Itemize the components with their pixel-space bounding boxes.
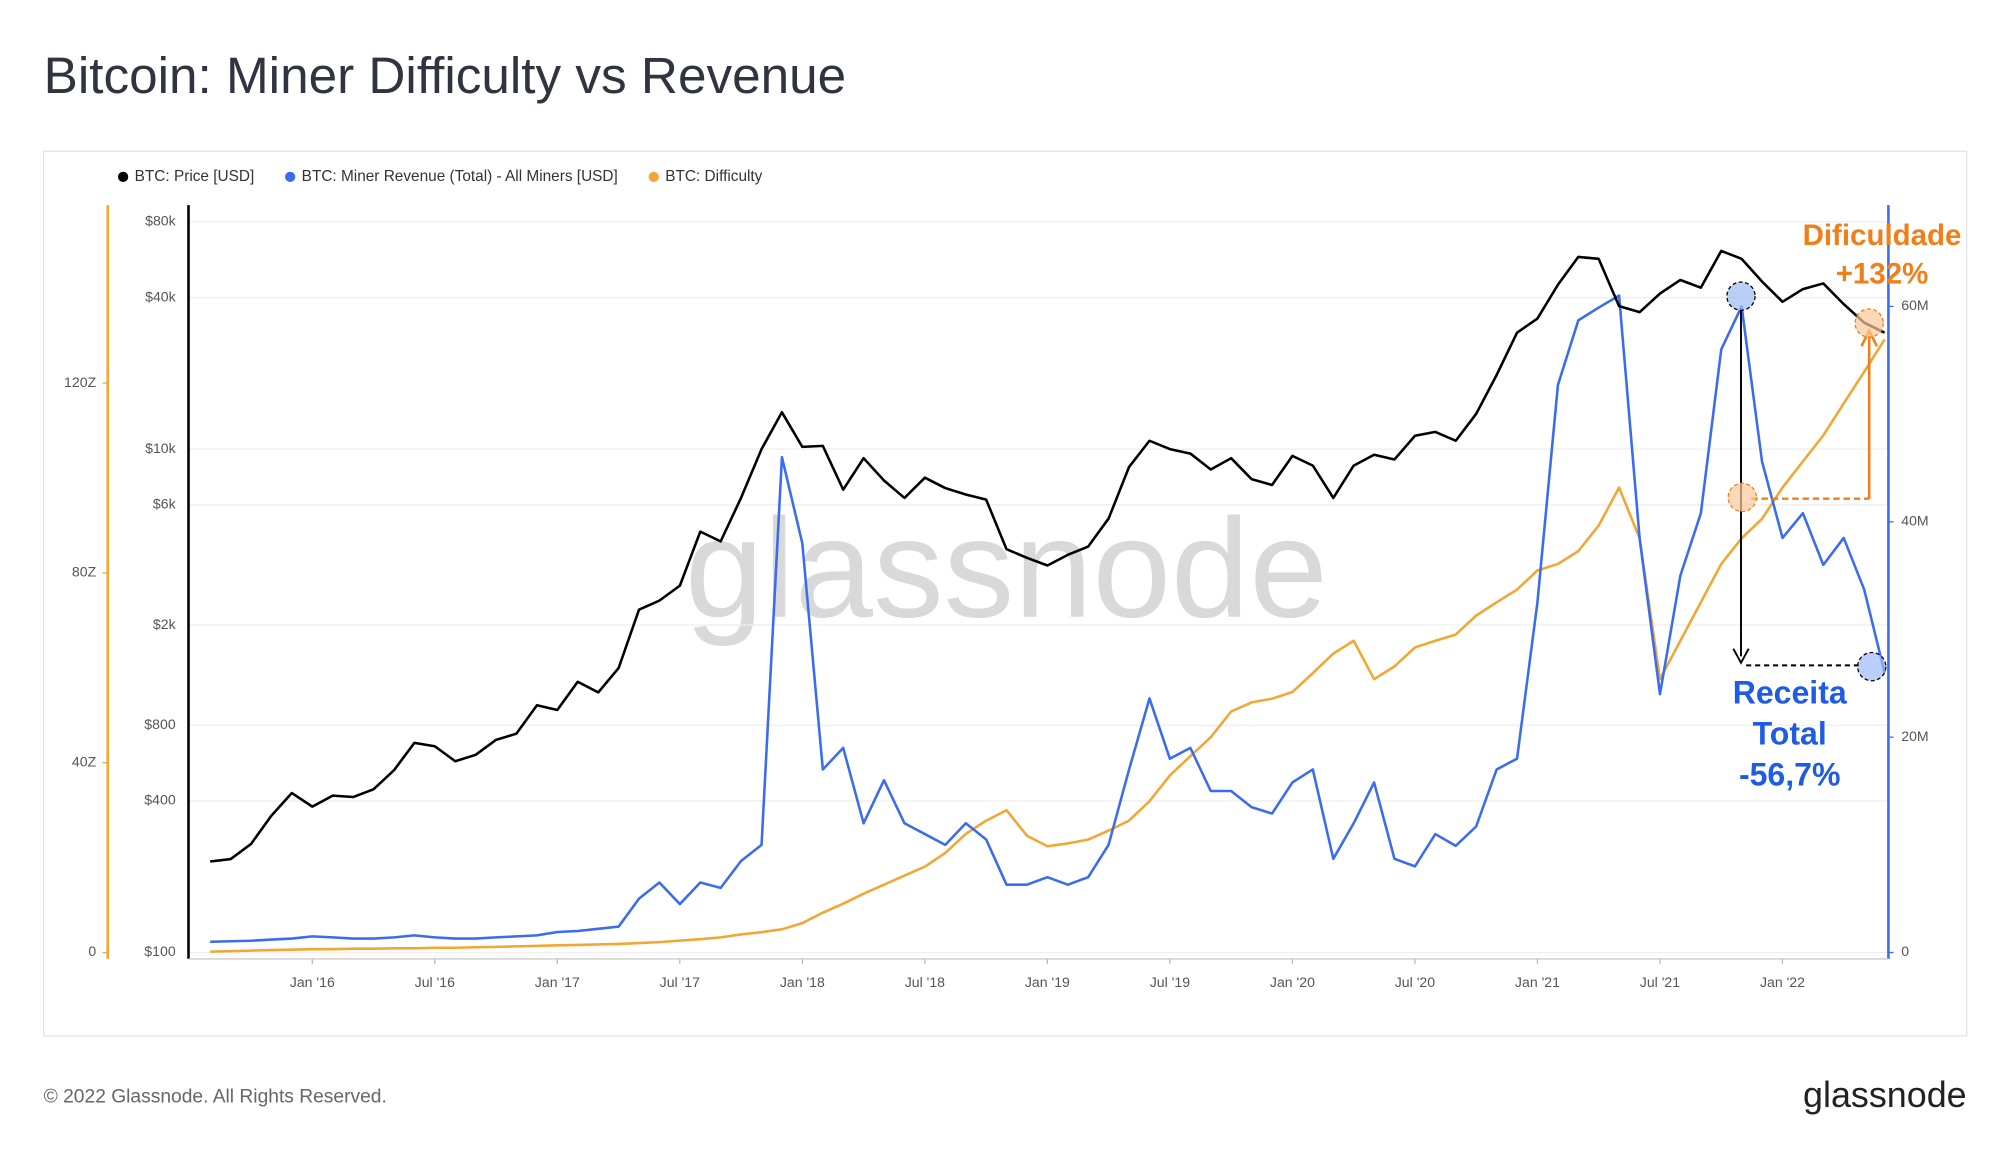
y-tick-label: $80k — [145, 213, 177, 229]
y-tick-label: $400 — [144, 792, 176, 808]
highlight-circle — [1727, 482, 1758, 513]
brand-logo: glassnode — [1803, 1075, 1967, 1115]
y-tick-label: $6k — [153, 496, 177, 512]
x-tick-label: Jul '16 — [415, 974, 455, 990]
x-tick-label: Jan '20 — [1270, 974, 1315, 990]
y2-tick-label: 20M — [1901, 728, 1928, 744]
highlight-circle — [1854, 308, 1884, 338]
x-tick-label: Jan '21 — [1515, 974, 1560, 990]
legend: BTC: Price [USD] BTC: Miner Revenue (Tota… — [117, 168, 763, 185]
series-line — [210, 294, 1886, 944]
x-tick-label: Jan '18 — [780, 974, 825, 990]
annotation: Dificuldade — [1803, 219, 1962, 252]
x-tick-label: Jan '17 — [535, 974, 580, 990]
grid — [189, 221, 1888, 954]
x-tick-label: Jul '21 — [1640, 974, 1680, 990]
y2-tick-label: 60M — [1901, 297, 1928, 313]
legend-label: BTC: Price [USD] — [135, 168, 255, 185]
y3-tick-label: 120Z — [64, 374, 97, 390]
y3-tick-label: 0 — [88, 943, 96, 959]
x-tick-label: Jul '20 — [1395, 974, 1435, 990]
y-tick-label: $800 — [144, 716, 176, 732]
annotation: Receita — [1733, 674, 1848, 710]
x-tick-label: Jul '18 — [905, 974, 945, 990]
annotation: +132% — [1836, 257, 1929, 290]
x-tick-label: Jan '16 — [290, 974, 335, 990]
y-tick-label: $2k — [153, 616, 177, 632]
annotation: -56,7% — [1739, 756, 1841, 792]
legend-marker — [648, 171, 659, 183]
x-tick-label: Jul '19 — [1150, 974, 1190, 990]
arrow-head — [1732, 648, 1750, 665]
highlight-circle — [1726, 281, 1756, 311]
copyright: © 2022 Glassnode. All Rights Reserved. — [44, 1086, 387, 1107]
legend-marker — [117, 171, 129, 183]
highlight-circle — [1857, 651, 1887, 682]
legend-marker — [285, 171, 296, 183]
series-line — [210, 249, 1886, 863]
x-tick-label: Jan '22 — [1760, 974, 1805, 990]
x-tick-label: Jul '17 — [660, 974, 700, 990]
watermark: glassnode — [685, 489, 1328, 647]
chart-title: Bitcoin: Miner Difficulty vs Revenue — [44, 47, 847, 104]
legend-label: BTC: Difficulty — [665, 168, 762, 185]
annotation-shapes — [1726, 281, 1887, 682]
x-tick-label: Jan '19 — [1025, 974, 1070, 990]
y3-tick-label: 80Z — [72, 564, 97, 580]
y2-tick-label: 40M — [1901, 513, 1928, 529]
annotation: Total — [1753, 715, 1827, 751]
series-line — [210, 338, 1886, 953]
lines — [210, 249, 1886, 953]
legend-label: BTC: Miner Revenue (Total) - All Miners … — [302, 168, 618, 185]
y3-tick-label: 40Z — [72, 753, 97, 769]
y2-tick-label: 0 — [1901, 943, 1909, 959]
y-tick-label: $40k — [145, 288, 177, 304]
y-tick-label: $100 — [144, 943, 176, 959]
y-tick-label: $10k — [145, 440, 177, 456]
